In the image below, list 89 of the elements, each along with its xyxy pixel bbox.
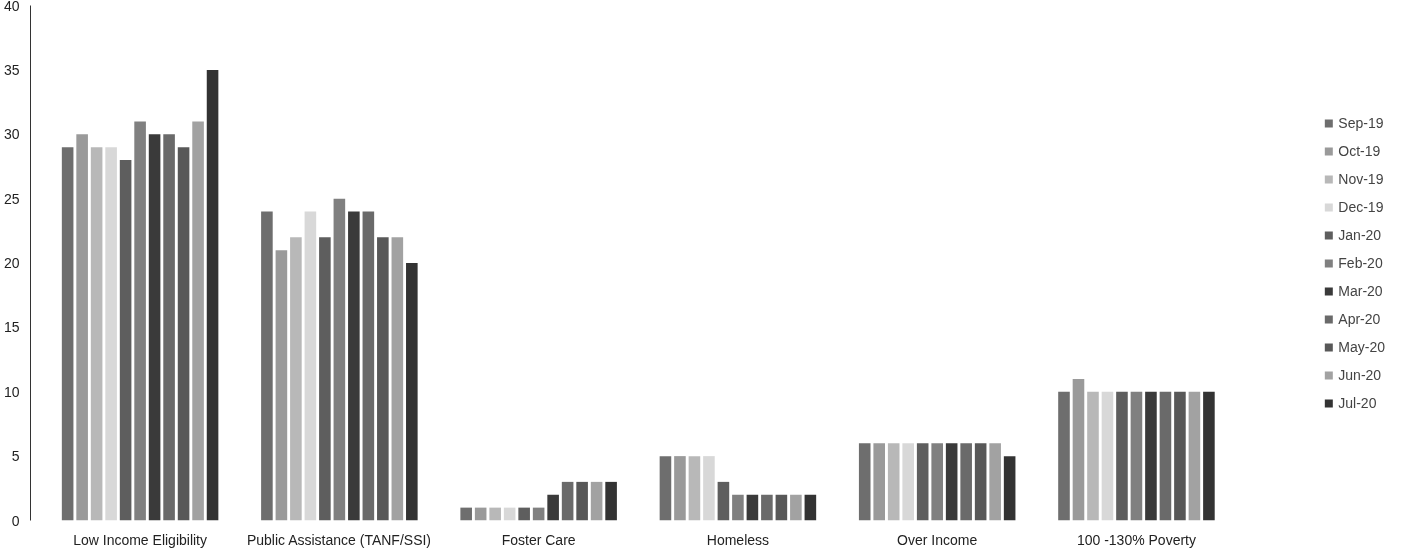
bar <box>605 481 617 521</box>
bar <box>148 134 161 521</box>
x-tick-label: Homeless <box>706 531 770 548</box>
legend-label: Apr-20 <box>1338 310 1381 327</box>
x-tick-label: 100 -130% Poverty <box>1076 531 1196 548</box>
bar <box>319 237 331 521</box>
bar <box>391 237 404 521</box>
x-tick-label: Low Income Eligibility <box>73 531 208 548</box>
y-tick-label: 5 <box>11 448 20 465</box>
y-tick-label: 25 <box>3 190 20 207</box>
y-tick-label: 40 <box>3 0 20 14</box>
bar <box>1003 456 1016 521</box>
legend-label: Mar-20 <box>1338 282 1383 299</box>
y-tick-label: 30 <box>3 126 20 143</box>
bar <box>674 456 686 521</box>
bar <box>1130 391 1143 521</box>
x-tick-label: Public Assistance (TANF/SSI) <box>246 531 432 548</box>
bar <box>163 134 175 521</box>
bar <box>561 481 574 521</box>
bar <box>688 456 701 521</box>
bar <box>333 198 346 521</box>
bar <box>261 211 273 521</box>
bar <box>489 507 501 521</box>
y-tick-label: 35 <box>3 61 20 78</box>
bar <box>974 443 987 521</box>
legend-label: Jan-20 <box>1338 226 1382 243</box>
bar <box>873 443 886 521</box>
bar <box>790 494 802 521</box>
bar <box>1174 391 1186 521</box>
legend-label: Nov-19 <box>1338 170 1384 187</box>
x-tick-label: Foster Care <box>501 531 576 548</box>
bar <box>887 443 900 521</box>
bar <box>1203 391 1215 521</box>
legend-label: Sep-19 <box>1338 114 1384 131</box>
bar <box>746 494 759 521</box>
bar <box>304 211 317 521</box>
bar <box>362 211 375 521</box>
y-tick-label: 0 <box>11 512 20 529</box>
bar <box>945 443 958 521</box>
bar <box>275 250 288 521</box>
bar <box>90 147 103 521</box>
bar <box>858 443 871 521</box>
bar <box>804 494 817 521</box>
bar <box>703 456 715 521</box>
bar <box>518 507 530 521</box>
x-tick-label: Over Income <box>897 531 978 548</box>
legend-label: Jul-20 <box>1338 394 1377 411</box>
legend-label: Dec-19 <box>1338 198 1384 215</box>
bar <box>134 121 146 521</box>
bar <box>348 211 360 521</box>
legend-label: May-20 <box>1338 338 1385 355</box>
bar <box>761 494 773 521</box>
bar <box>206 69 219 521</box>
bar <box>775 494 788 521</box>
legend-label: Jun-20 <box>1338 366 1382 383</box>
bar <box>460 507 472 521</box>
y-tick-label: 20 <box>3 255 20 271</box>
bar <box>590 481 603 521</box>
y-tick-label: 15 <box>3 319 20 336</box>
bar <box>105 147 117 521</box>
bar <box>576 481 588 521</box>
bar <box>1058 391 1070 521</box>
bar <box>717 481 730 521</box>
bar <box>192 121 204 521</box>
bar <box>1101 391 1114 521</box>
bar <box>659 456 672 521</box>
bar <box>61 147 74 521</box>
y-tick-label: 10 <box>3 383 20 400</box>
bar <box>377 237 389 521</box>
bar <box>1188 391 1201 521</box>
bar <box>989 443 1001 521</box>
bar <box>290 237 302 521</box>
bar <box>931 443 943 521</box>
legend-label: Oct-19 <box>1338 142 1381 159</box>
bar <box>960 443 972 521</box>
bar <box>1145 391 1157 521</box>
bar <box>406 263 418 521</box>
bar <box>76 134 88 521</box>
bar <box>547 494 559 521</box>
bar <box>1116 391 1128 521</box>
bar <box>119 160 132 521</box>
bar <box>1072 378 1085 521</box>
bar <box>916 443 929 521</box>
bar <box>902 443 914 521</box>
bar <box>1159 391 1172 521</box>
bar <box>1087 391 1099 521</box>
legend-label: Feb-20 <box>1338 254 1383 271</box>
bar <box>177 147 190 521</box>
bar <box>732 494 744 521</box>
